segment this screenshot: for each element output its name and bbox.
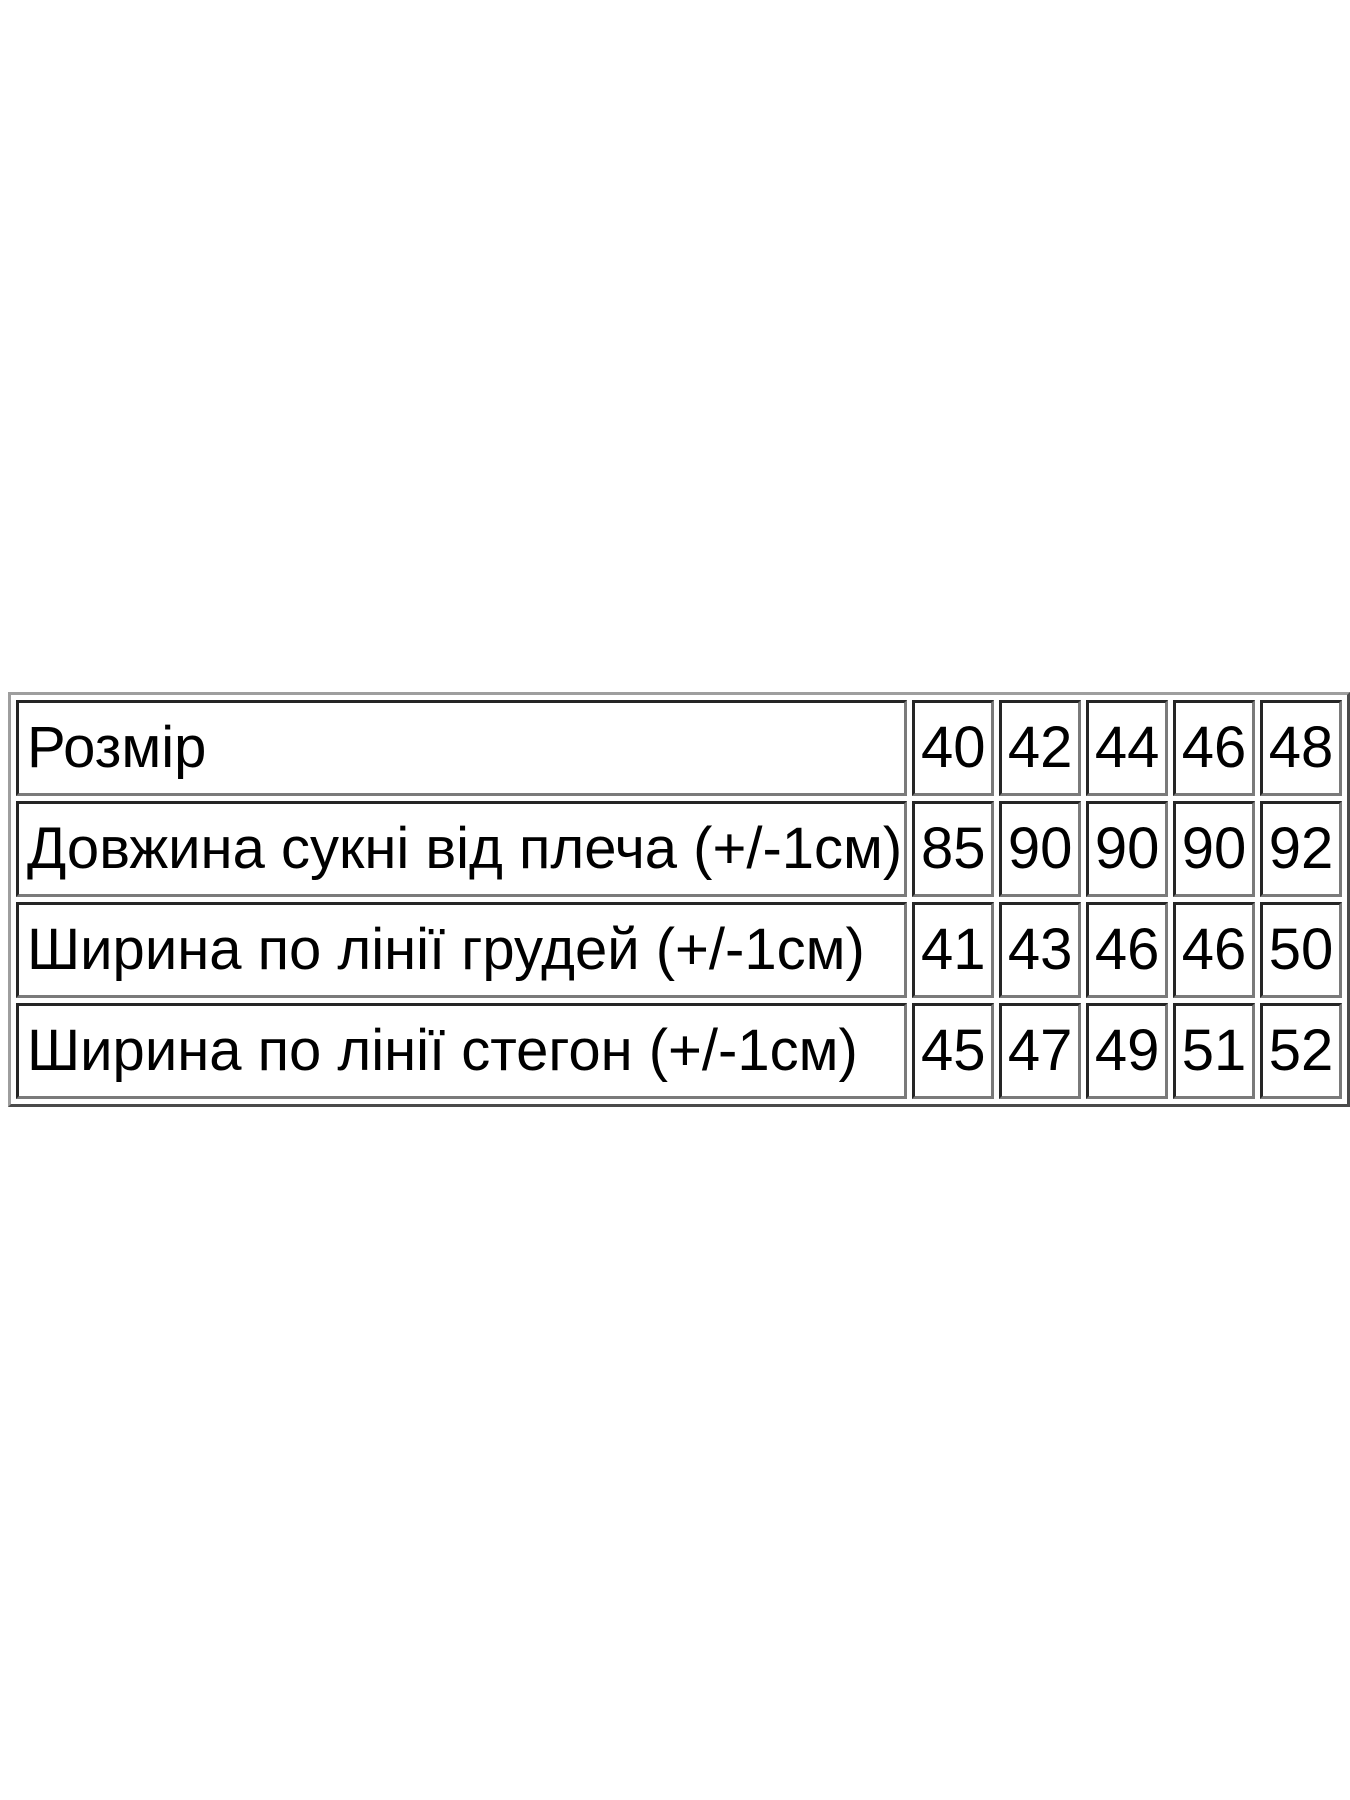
row-label-cell: Довжина сукні від плеча (+/-1см) — [16, 801, 908, 897]
size-value-cell: 46 — [1173, 902, 1255, 998]
table-row: Ширина по лінії стегон (+/-1см) 45 47 49… — [16, 1003, 1342, 1099]
size-value-cell: 90 — [1086, 801, 1169, 897]
row-label-cell: Ширина по лінії стегон (+/-1см) — [16, 1003, 908, 1099]
size-table: Розмір 40 42 44 46 48 Довжина сукні від … — [8, 692, 1350, 1107]
table-row: Ширина по лінії грудей (+/-1см) 41 43 46… — [16, 902, 1342, 998]
table-header-row: Розмір 40 42 44 46 48 — [16, 700, 1342, 796]
size-value-cell: 50 — [1260, 902, 1342, 998]
size-value-cell: 52 — [1260, 1003, 1342, 1099]
size-value-cell: 45 — [912, 1003, 995, 1099]
header-label-cell: Розмір — [16, 700, 908, 796]
row-label-cell: Ширина по лінії грудей (+/-1см) — [16, 902, 908, 998]
table-row: Довжина сукні від плеча (+/-1см) 85 90 9… — [16, 801, 1342, 897]
size-value-cell: 51 — [1173, 1003, 1255, 1099]
size-value-cell: 41 — [912, 902, 995, 998]
size-value-cell: 90 — [1173, 801, 1255, 897]
size-value-cell: 43 — [999, 902, 1082, 998]
size-header-cell: 44 — [1086, 700, 1169, 796]
size-header-cell: 48 — [1260, 700, 1342, 796]
size-value-cell: 47 — [999, 1003, 1082, 1099]
size-value-cell: 92 — [1260, 801, 1342, 897]
size-value-cell: 85 — [912, 801, 995, 897]
size-value-cell: 46 — [1086, 902, 1169, 998]
size-value-cell: 49 — [1086, 1003, 1169, 1099]
size-header-cell: 46 — [1173, 700, 1255, 796]
size-value-cell: 90 — [999, 801, 1082, 897]
size-header-cell: 40 — [912, 700, 995, 796]
size-header-cell: 42 — [999, 700, 1082, 796]
